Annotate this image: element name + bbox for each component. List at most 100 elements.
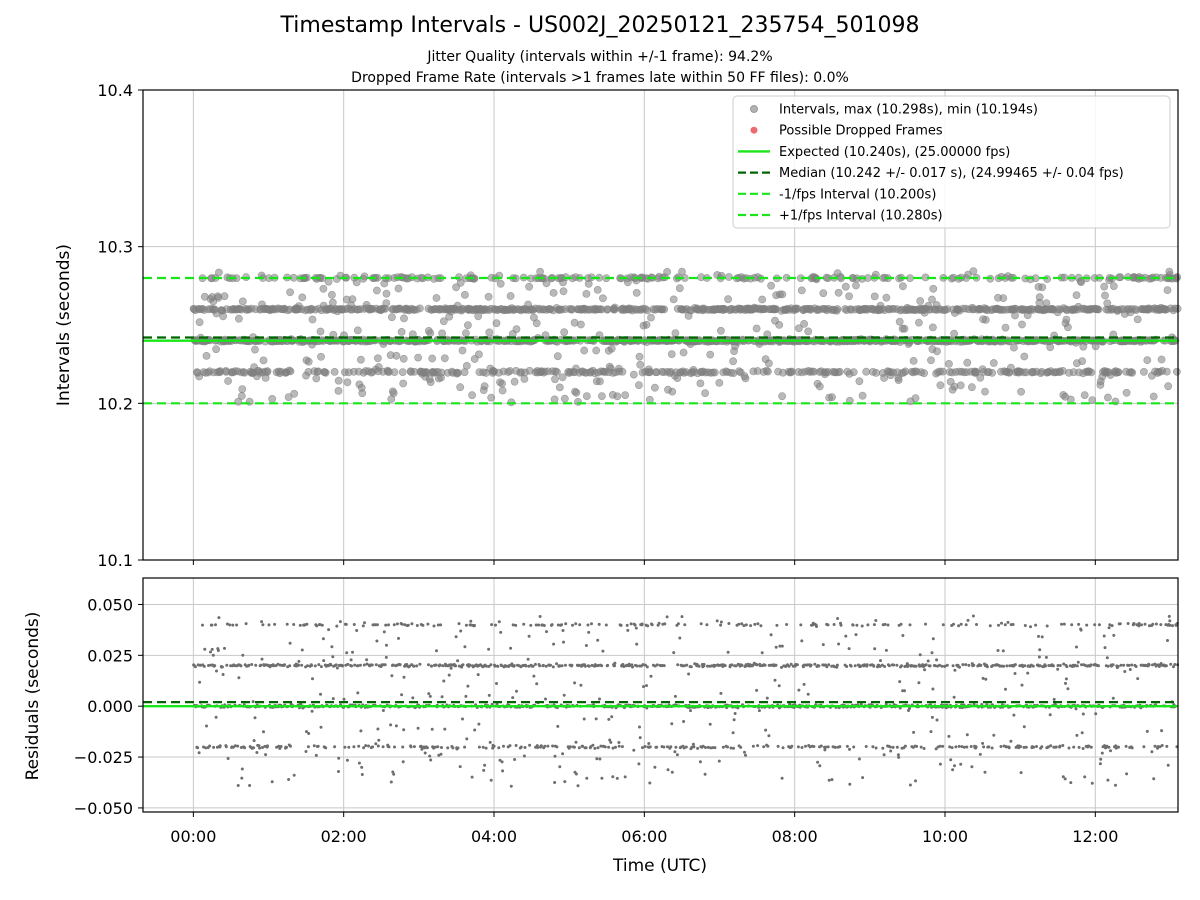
residual-point bbox=[1089, 745, 1093, 749]
residual-point bbox=[358, 663, 362, 667]
residual-point bbox=[544, 697, 547, 701]
interval-point bbox=[373, 354, 382, 363]
residual-point bbox=[193, 665, 197, 669]
residual-point bbox=[347, 745, 351, 749]
interval-point bbox=[1114, 368, 1123, 377]
residual-point bbox=[432, 624, 436, 628]
residual-point bbox=[260, 657, 264, 661]
interval-point bbox=[706, 350, 715, 359]
residual-point bbox=[727, 622, 731, 625]
residual-point bbox=[1024, 745, 1028, 749]
residual-point bbox=[1103, 646, 1107, 650]
interval-point bbox=[607, 344, 616, 353]
residual-point bbox=[428, 754, 432, 758]
residual-point bbox=[370, 663, 374, 667]
residual-point bbox=[1075, 664, 1079, 668]
residual-point bbox=[938, 762, 942, 766]
residual-point bbox=[1058, 744, 1062, 748]
interval-point bbox=[752, 324, 761, 333]
residual-point bbox=[1081, 712, 1085, 716]
interval-point bbox=[398, 368, 407, 376]
residual-point bbox=[617, 744, 621, 748]
interval-point bbox=[399, 379, 408, 388]
residual-point bbox=[638, 736, 642, 740]
residual-point bbox=[648, 745, 652, 749]
residual-point bbox=[215, 669, 218, 673]
residual-point bbox=[481, 745, 485, 749]
residual-point bbox=[1094, 712, 1098, 716]
residual-point bbox=[975, 623, 978, 626]
residual-point bbox=[617, 741, 621, 744]
residual-point bbox=[930, 651, 934, 655]
interval-point bbox=[461, 329, 470, 337]
residual-point bbox=[680, 615, 684, 619]
residual-point bbox=[874, 746, 878, 750]
interval-point bbox=[400, 314, 408, 323]
residual-point bbox=[355, 629, 359, 632]
residual-point bbox=[584, 746, 588, 750]
x-tick-label: 04:00 bbox=[471, 827, 517, 846]
residual-point bbox=[1074, 707, 1078, 711]
interval-point bbox=[797, 286, 806, 295]
residual-point bbox=[675, 753, 679, 757]
residual-point bbox=[884, 648, 888, 652]
interval-point bbox=[895, 317, 904, 326]
interval-point bbox=[1109, 282, 1118, 290]
residual-point bbox=[678, 636, 682, 640]
interval-point bbox=[202, 351, 211, 360]
interval-point bbox=[741, 374, 750, 383]
residual-point bbox=[866, 623, 870, 627]
residual-point bbox=[300, 663, 304, 667]
residual-point bbox=[721, 745, 725, 749]
residual-point bbox=[468, 663, 472, 667]
interval-point bbox=[1128, 368, 1137, 377]
interval-point bbox=[663, 267, 671, 276]
residual-point bbox=[381, 709, 385, 712]
residual-point bbox=[765, 696, 769, 700]
residual-point bbox=[861, 776, 865, 780]
interval-point bbox=[238, 385, 247, 393]
residual-point bbox=[300, 648, 304, 652]
residual-point bbox=[964, 663, 968, 667]
residual-point bbox=[434, 663, 438, 667]
residual-point bbox=[600, 664, 604, 668]
residual-point bbox=[813, 662, 817, 666]
interval-point bbox=[498, 386, 507, 395]
interval-point bbox=[327, 290, 336, 299]
residual-point bbox=[349, 658, 353, 662]
interval-point bbox=[862, 367, 871, 376]
residual-point bbox=[465, 737, 469, 741]
residual-point bbox=[365, 658, 369, 662]
residual-point bbox=[383, 663, 387, 667]
residual-point bbox=[544, 664, 548, 668]
residual-point bbox=[717, 759, 721, 763]
residual-point bbox=[241, 653, 245, 657]
residual-point bbox=[615, 776, 619, 780]
residual-point bbox=[881, 746, 885, 750]
residual-point bbox=[818, 764, 822, 768]
residual-point bbox=[343, 745, 347, 749]
residual-point bbox=[1045, 624, 1049, 628]
residual-point bbox=[400, 693, 404, 697]
interval-point bbox=[224, 377, 232, 385]
interval-point bbox=[671, 329, 680, 337]
residual-point bbox=[635, 664, 639, 668]
residual-point bbox=[401, 760, 405, 764]
interval-point bbox=[319, 284, 328, 293]
residual-point bbox=[321, 637, 325, 641]
residual-point bbox=[1106, 664, 1110, 668]
intervals-y-tick-label: 10.1 bbox=[97, 551, 133, 570]
residual-point bbox=[797, 688, 801, 692]
residual-point bbox=[673, 694, 677, 698]
residual-point bbox=[882, 753, 886, 757]
residual-point bbox=[329, 663, 333, 667]
residual-point bbox=[1005, 664, 1009, 668]
interval-point bbox=[438, 329, 446, 338]
residual-point bbox=[1105, 656, 1109, 660]
residual-point bbox=[992, 733, 996, 737]
residual-point bbox=[570, 663, 574, 667]
interval-point bbox=[1133, 315, 1142, 324]
residual-point bbox=[883, 622, 887, 626]
interval-point bbox=[715, 378, 724, 387]
